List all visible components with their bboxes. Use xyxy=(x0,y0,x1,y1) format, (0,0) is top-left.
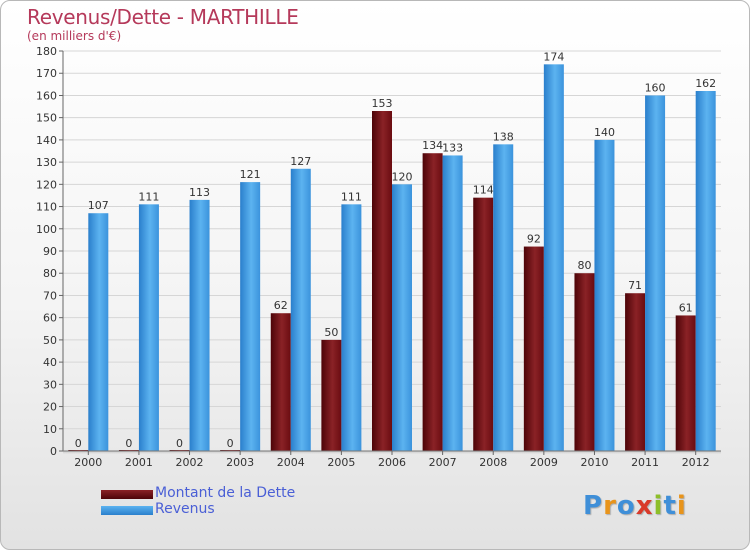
data-label-revenus: 107 xyxy=(88,199,109,212)
y-tick-label: 80 xyxy=(43,267,57,280)
data-label-revenus: 127 xyxy=(290,155,311,168)
bar-debt xyxy=(270,313,291,451)
data-label-revenus: 111 xyxy=(138,190,159,203)
legend-swatch-debt xyxy=(101,490,153,499)
data-label-debt: 80 xyxy=(577,259,591,272)
bar-revenus xyxy=(442,155,463,451)
data-label-debt: 61 xyxy=(679,301,693,314)
y-tick-label: 60 xyxy=(43,312,57,325)
x-tick-label: 2012 xyxy=(682,456,710,469)
data-label-debt: 0 xyxy=(227,437,234,450)
data-label-revenus: 138 xyxy=(493,130,514,143)
legend-label-debt: Montant de la Dette xyxy=(155,485,296,501)
axes: 0 10 20 30 40 50 60 70 80 90 100 110 120 130 140 150 160… xyxy=(36,45,721,469)
y-tick-label: 140 xyxy=(36,134,57,147)
logo-letter: o xyxy=(616,491,636,521)
y-tick-label: 90 xyxy=(43,245,57,258)
logo-letter: x xyxy=(635,491,654,521)
y-tick-label: 130 xyxy=(36,156,57,169)
bar-revenus xyxy=(189,199,210,451)
data-label-debt: 92 xyxy=(527,233,541,246)
data-label-revenus: 174 xyxy=(543,50,564,63)
y-tick-label: 20 xyxy=(43,401,57,414)
bar-debt xyxy=(372,111,392,451)
data-label-revenus: 121 xyxy=(240,168,261,181)
bar-revenus xyxy=(240,182,261,451)
data-label-debt: 114 xyxy=(473,184,494,197)
data-label-revenus: 113 xyxy=(189,186,210,199)
bar-debt xyxy=(625,293,646,451)
legend-label-revenus: Revenus xyxy=(155,501,215,517)
x-tick-label: 2010 xyxy=(580,456,608,469)
chart-subtitle: (en milliers d'€) xyxy=(27,29,122,43)
y-tick-label: 100 xyxy=(36,223,57,236)
y-tick-label: 170 xyxy=(36,67,57,80)
bar-revenus xyxy=(645,95,666,451)
y-tick-label: 180 xyxy=(36,45,57,58)
data-labels: 0 107 0 111 0 113 0 121 62 127 50 111 153 120 134 133 11… xyxy=(75,50,716,450)
x-tick-label: 2007 xyxy=(429,456,457,469)
x-tick-label: 2002 xyxy=(176,456,204,469)
bar-debt xyxy=(574,273,595,451)
data-label-revenus: 111 xyxy=(341,190,362,203)
y-tick-label: 70 xyxy=(43,289,57,302)
data-label-revenus: 140 xyxy=(594,126,615,139)
x-tick-label: 2003 xyxy=(226,456,254,469)
bar-revenus xyxy=(594,139,615,451)
x-tick-label: 2009 xyxy=(530,456,558,469)
y-tick-label: 10 xyxy=(43,423,57,436)
logo-letter: r xyxy=(603,491,617,521)
bar-revenus xyxy=(392,184,412,452)
data-label-revenus: 162 xyxy=(695,77,716,90)
x-tick-label: 2000 xyxy=(74,456,102,469)
data-label-debt: 153 xyxy=(372,97,393,110)
y-tick-label: 120 xyxy=(36,178,57,191)
bar-debt xyxy=(523,246,544,451)
bar-revenus xyxy=(493,144,514,452)
chart-title: Revenus/Dette - MARTHILLE xyxy=(27,5,299,29)
data-label-revenus: 133 xyxy=(442,141,463,154)
y-tick-label: 110 xyxy=(36,201,57,214)
y-tick-label: 50 xyxy=(43,334,57,347)
bar-debt xyxy=(675,315,696,451)
logo-letter: P xyxy=(583,491,604,521)
y-tick-label: 0 xyxy=(50,445,57,458)
logo-letter: t xyxy=(663,491,677,521)
y-tick-label: 160 xyxy=(36,89,57,102)
x-tick-label: 2004 xyxy=(277,456,305,469)
bar-revenus xyxy=(543,64,564,452)
data-label-debt: 0 xyxy=(176,437,183,450)
proxiti-logo: Proxiti xyxy=(583,491,687,521)
bar-revenus xyxy=(88,213,109,451)
data-label-debt: 62 xyxy=(274,299,288,312)
bar-revenus xyxy=(341,204,362,451)
x-tick-label: 2006 xyxy=(378,456,406,469)
legend-swatch-revenus xyxy=(101,506,153,515)
x-tick-label: 2008 xyxy=(479,456,507,469)
data-label-debt: 134 xyxy=(422,139,443,152)
data-label-revenus: 160 xyxy=(645,81,666,94)
y-tick-label: 40 xyxy=(43,356,57,369)
logo-letter: i xyxy=(653,491,664,521)
x-tick-label: 2011 xyxy=(631,456,659,469)
data-label-debt: 71 xyxy=(628,279,642,292)
bars xyxy=(68,64,716,452)
bar-revenus xyxy=(290,168,311,451)
y-tick-label: 30 xyxy=(43,378,57,391)
x-tick-label: 2001 xyxy=(125,456,153,469)
bar-debt xyxy=(422,153,443,451)
data-label-debt: 0 xyxy=(125,437,132,450)
bar-revenus xyxy=(695,91,716,451)
logo-letter: i xyxy=(676,491,687,521)
bar-debt xyxy=(473,197,494,451)
data-label-debt: 50 xyxy=(324,326,338,339)
y-tick-label: 150 xyxy=(36,112,57,125)
bar-revenus xyxy=(138,204,159,451)
x-tick-label: 2005 xyxy=(327,456,355,469)
data-label-debt: 0 xyxy=(75,437,82,450)
data-label-revenus: 120 xyxy=(392,170,413,183)
bar-debt xyxy=(321,339,342,451)
